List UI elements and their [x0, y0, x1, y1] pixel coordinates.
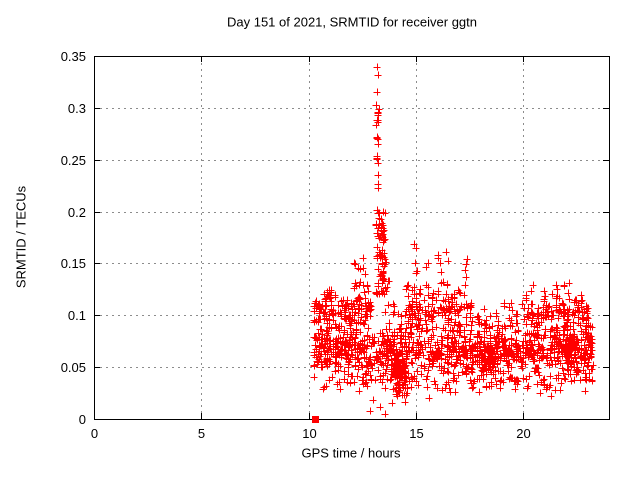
x-tick-label: 5: [198, 426, 205, 441]
y-tick-label: 0.35: [61, 49, 86, 64]
tick-labels: 0 5 10 15 20 0 0.05 0.1 0.15 0.2 0.25 0.3 0.35: [61, 49, 531, 441]
y-tick-label: 0.25: [61, 153, 86, 168]
x-tick-label: 20: [516, 426, 530, 441]
y-tick-label: 0.3: [68, 101, 86, 116]
chart-title: Day 151 of 2021, SRMTID for receiver ggt…: [226, 14, 478, 30]
y-tick-label: 0: [79, 412, 86, 427]
x-axis-label: GPS time / hours: [301, 445, 401, 461]
x-tick-label: 10: [302, 426, 316, 441]
square-marker: [312, 416, 319, 423]
y-tick-label: 0.1: [68, 308, 86, 323]
x-tick-label: 0: [91, 426, 98, 441]
x-tick-label: 15: [409, 426, 423, 441]
y-tick-label: 0.2: [68, 205, 86, 220]
y-tick-label: 0.05: [61, 360, 86, 375]
y-tick-label: 0.15: [61, 256, 86, 271]
y-axis-label: SRMTID / TECUs: [13, 185, 29, 289]
plot-border: [94, 56, 610, 420]
scatter-points: [310, 63, 597, 418]
